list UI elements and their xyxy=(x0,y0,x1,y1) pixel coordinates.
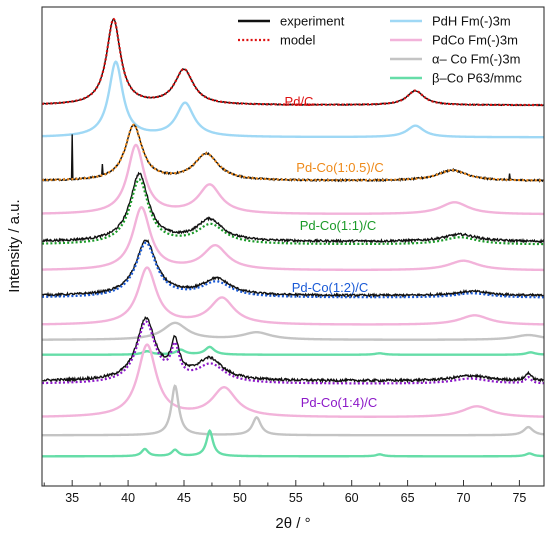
legend-label: α– Co Fm(-)3m xyxy=(432,52,520,67)
legend: experiment model PdH Fm(-)3m PdCo Fm(-)3m α–… xyxy=(238,14,522,86)
sample-label: Pd-Co(1:4)/C xyxy=(301,395,378,410)
reference-pattern-line xyxy=(41,60,544,139)
reference-pattern-line xyxy=(41,343,544,418)
x-tick-label: 70 xyxy=(457,491,471,505)
x-tick-label: 65 xyxy=(401,491,415,505)
sample-label: Pd-Co(1:2)/C xyxy=(292,280,369,295)
legend-label: PdCo Fm(-)3m xyxy=(432,33,518,48)
reference-pattern-line xyxy=(42,384,544,437)
experiment-line xyxy=(41,171,545,244)
reference-pattern-line xyxy=(42,321,544,341)
sample-label: Pd-Co(1:1)/C xyxy=(300,218,377,233)
x-tick-label: 50 xyxy=(233,491,247,505)
experiment-line xyxy=(41,316,544,384)
experiment-line xyxy=(41,124,545,183)
x-tick-label: 60 xyxy=(345,491,359,505)
legend-label: β–Co P63/mmc xyxy=(432,71,522,86)
x-axis-label: 2θ / ° xyxy=(275,515,310,532)
reference-pattern-line xyxy=(41,206,544,272)
model-line xyxy=(41,241,544,299)
legend-label: PdH Fm(-)3m xyxy=(432,14,511,29)
reference-pattern-line xyxy=(41,266,544,326)
sample-labels: Pd/C Pd-Co(1:0.5)/C Pd-Co(1:1)/C Pd-Co(1:2)… xyxy=(285,94,384,410)
legend-label: experiment xyxy=(280,14,345,29)
x-tick-label: 35 xyxy=(65,491,79,505)
experiment-line xyxy=(41,239,545,299)
reference-pattern-line xyxy=(42,345,544,356)
sample-label: Pd-Co(1:0.5)/C xyxy=(296,160,383,175)
model-line xyxy=(41,17,544,107)
reference-pattern-line xyxy=(41,143,544,216)
legend-label: model xyxy=(280,33,316,48)
sample-label: Pd/C xyxy=(285,94,314,109)
model-line xyxy=(41,178,544,246)
model-line xyxy=(41,320,544,385)
x-tick-label: 55 xyxy=(289,491,303,505)
plot-frame xyxy=(41,6,545,487)
plot-lines xyxy=(41,17,545,458)
x-tick-label: 40 xyxy=(121,491,135,505)
y-axis-label: Intensity / a.u. xyxy=(6,199,23,292)
x-axis: 35 40 45 50 55 60 65 70 75 xyxy=(43,480,526,505)
reference-pattern-line xyxy=(42,429,544,458)
x-tick-label: 75 xyxy=(512,491,526,505)
x-tick-label: 45 xyxy=(177,491,191,505)
